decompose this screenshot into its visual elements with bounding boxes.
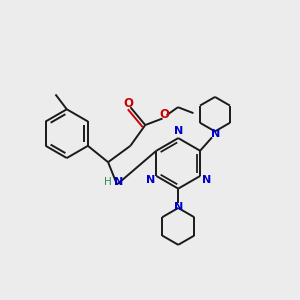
Text: H: H bbox=[104, 177, 112, 187]
Text: N: N bbox=[146, 175, 155, 184]
Text: N: N bbox=[211, 128, 220, 139]
Text: N: N bbox=[174, 202, 183, 212]
Text: O: O bbox=[124, 97, 134, 110]
Text: N: N bbox=[174, 126, 183, 136]
Text: O: O bbox=[159, 108, 169, 122]
Text: N: N bbox=[202, 175, 211, 184]
Text: N: N bbox=[114, 177, 123, 187]
